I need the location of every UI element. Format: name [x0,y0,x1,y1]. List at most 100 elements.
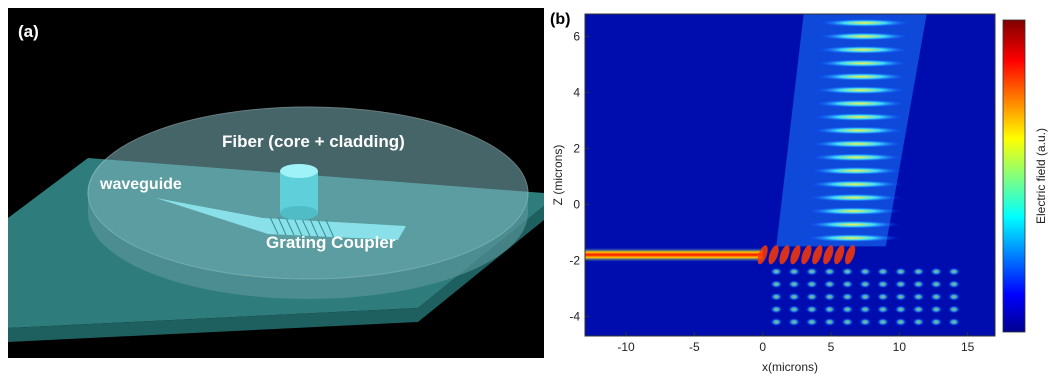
scatter-lobe [859,267,872,276]
grating-field-spot [790,245,801,265]
field-plot-panel: -10 -5 0 5 10 15 -4 -2 0 2 4 6 x(microns) Z (micro… [548,0,1052,376]
scatter-lobe [894,318,907,326]
panel-a-label: (a) [18,22,39,41]
grating-field-spot [834,245,845,265]
field-heatmap-chart: -10 -5 0 5 10 15 -4 -2 0 2 4 6 x(microns) Z (micro… [550,11,1048,374]
y-axis-label: Z (microns) [551,145,565,206]
scatter-lobe [948,318,960,326]
field-fringe [807,166,904,175]
x-tick-label: 5 [828,340,835,354]
scatter-lobe [823,305,836,314]
scatter-lobe [930,280,943,289]
grating-field-spot [845,245,856,265]
scatter-lobe [894,305,907,314]
scatter-lobe [805,267,818,276]
y-tick-label: 6 [573,29,580,43]
grating-lines [269,216,335,239]
scatter-lobe [948,280,960,289]
x-tick-label: 15 [961,340,975,354]
scatter-lobe [823,267,836,276]
scatter-lobe [894,267,907,276]
substrate-edge [8,206,544,342]
scatter-lobe [823,292,836,301]
scatter-lobe [948,267,960,276]
guided-mode [585,247,763,262]
x-axis-label: x(microns) [762,360,818,374]
scatter-lobe [876,318,889,326]
scatter-lobe [859,318,872,326]
cladding-disk-side [88,193,528,299]
scatter-lobe [770,292,783,301]
scatter-lobe [912,292,925,301]
scatter-lobe [841,267,854,276]
scatter-lobe [770,280,783,289]
field-fringe [804,220,901,229]
scatter-lobe [859,292,872,301]
scatter-lobe [912,305,925,314]
scatter-lobe [823,280,836,289]
scatter-lobe [770,318,783,326]
scatter-lobe [805,318,818,326]
scatter-lobe [788,305,801,314]
fiber-cylinder [280,164,318,220]
grating-field-spot [779,245,790,265]
scatter-lobe [930,305,943,314]
panel-b-label: (b) [550,11,570,28]
colorbar-label: Electric field (a.u.) [1034,128,1048,224]
scatter-lobe [948,305,960,314]
field-fringe [814,59,911,68]
scatter-lobe [876,280,889,289]
field-fringe [815,45,912,55]
x-tick-label: -10 [617,340,635,354]
scatter-lobe [912,280,925,289]
field-fringe [810,126,907,135]
scatter-lobe [788,280,801,289]
scatter-lobe [788,318,801,326]
grating-field-spot [757,245,768,265]
scatter-lobe [894,292,907,301]
scatter-lobe [930,292,943,301]
scatter-lobe [930,267,943,276]
scatter-lobe [859,280,872,289]
grating-field-spot [823,245,834,265]
scatter-lobe [841,318,854,326]
scatter-lobe [770,267,783,276]
scatter-lobe [876,267,889,276]
y-tick-label: 4 [573,85,580,99]
field-fringe [807,180,904,189]
field-fringe [803,233,900,243]
waveguide-label: waveguide [100,176,182,193]
field-fringe [808,153,905,162]
field-intensity-layer [585,14,995,336]
x-tick-label: 0 [759,340,766,354]
y-tick-label: 2 [573,141,580,155]
field-fringe [811,112,908,122]
fiber-label: Fiber (core + cladding) [222,132,405,151]
waveguide-taper [156,198,406,240]
field-fringe [813,72,910,81]
y-axis-ticks: -4 -2 0 2 4 6 [569,29,589,323]
scatter-lobe [805,280,818,289]
scatter-lobe [912,267,925,276]
schematic-illustration [8,106,544,342]
field-fringe [816,18,913,28]
scatter-lobe [788,267,801,276]
scatter-lobe [788,292,801,301]
field-fringe [805,206,902,216]
scatter-lobe [841,292,854,301]
grating-field-spot [812,245,823,265]
scatter-lobe [948,292,960,301]
scatter-lobe [805,305,818,314]
y-tick-label: -2 [569,253,580,267]
scatter-lobe [876,305,889,314]
scatter-lobe [930,318,943,326]
x-axis-ticks: -10 -5 0 5 10 15 [617,332,975,354]
scatter-lobe [841,305,854,314]
scatter-lobe [841,280,854,289]
x-tick-label: 10 [893,340,907,354]
scatter-lobe [823,318,836,326]
field-fringe [811,99,908,108]
y-tick-label: 0 [573,197,580,211]
scatter-lobe [805,292,818,301]
x-tick-label: -5 [689,340,700,354]
